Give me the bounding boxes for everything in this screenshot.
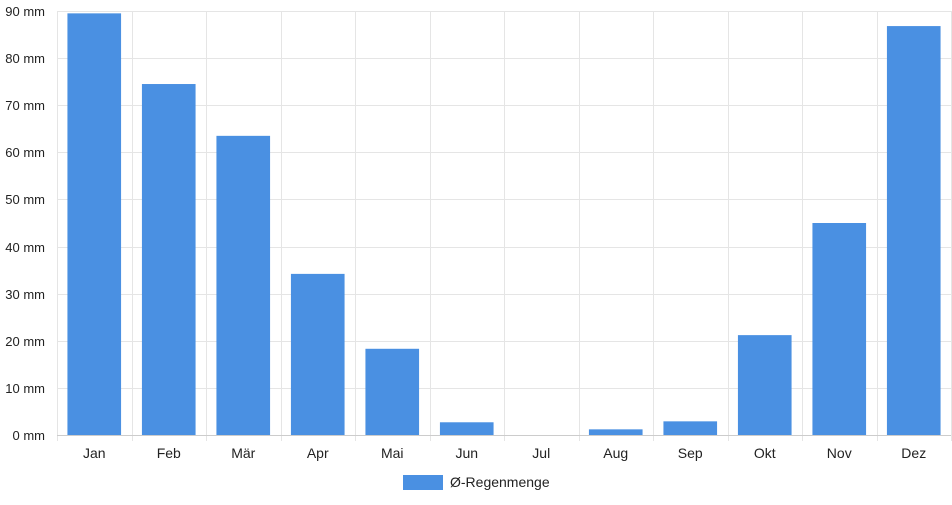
y-tick-label: 0 mm xyxy=(13,428,46,443)
x-tick-label: Jun xyxy=(455,445,478,461)
y-tick-label: 40 mm xyxy=(5,240,45,255)
bar-jan[interactable] xyxy=(67,13,122,435)
bars xyxy=(67,13,941,436)
bar-apr[interactable] xyxy=(290,273,345,435)
x-tick-label: Aug xyxy=(603,445,628,461)
bar-jun[interactable] xyxy=(439,422,494,435)
x-tick-label: Mär xyxy=(231,445,255,461)
legend-label[interactable]: Ø-Regenmenge xyxy=(450,474,550,490)
y-tick-label: 70 mm xyxy=(5,98,45,113)
y-tick-label: 30 mm xyxy=(5,287,45,302)
x-tick-label: Apr xyxy=(307,445,329,461)
bar-nov[interactable] xyxy=(812,223,867,435)
x-tick-label: Jan xyxy=(83,445,106,461)
x-tick-label: Nov xyxy=(827,445,852,461)
bar-sep[interactable] xyxy=(663,421,718,435)
x-tick-label: Okt xyxy=(754,445,776,461)
bar-dez[interactable] xyxy=(886,26,941,435)
bar-mär[interactable] xyxy=(216,135,271,435)
x-tick-label: Mai xyxy=(381,445,404,461)
axes: 0 mm 10 mm 20 mm 30 mm 40 mm 50 mm 60 mm 70 mm 8… xyxy=(5,4,951,461)
y-tick-label: 20 mm xyxy=(5,334,45,349)
y-tick-label: 10 mm xyxy=(5,381,45,396)
legend[interactable]: Ø-Regenmenge xyxy=(403,474,550,490)
legend-swatch[interactable] xyxy=(403,475,443,490)
y-tick-label: 60 mm xyxy=(5,145,45,160)
y-tick-label: 50 mm xyxy=(5,192,45,207)
x-tick-label: Feb xyxy=(157,445,181,461)
bar-aug[interactable] xyxy=(588,429,643,435)
bar-mai[interactable] xyxy=(365,348,420,435)
bar-feb[interactable] xyxy=(141,84,196,436)
x-tick-label: Dez xyxy=(901,445,926,461)
x-tick-label: Sep xyxy=(678,445,703,461)
y-tick-label: 90 mm xyxy=(5,4,45,19)
y-tick-label: 80 mm xyxy=(5,51,45,66)
bar-okt[interactable] xyxy=(737,335,792,435)
x-tick-label: Jul xyxy=(532,445,550,461)
